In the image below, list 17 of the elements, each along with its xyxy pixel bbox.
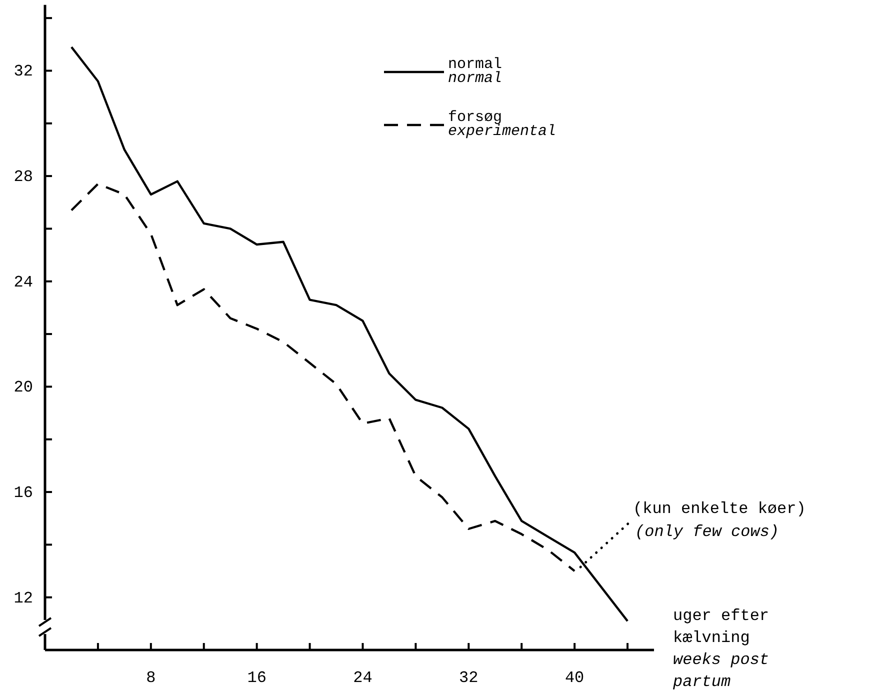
y-tick-label: 12	[14, 589, 33, 608]
x-axis-title: uger efter kælvning weeks post partum	[672, 607, 770, 691]
legend-label: forsøg experimental	[448, 109, 556, 140]
x-tick-label: 24	[353, 669, 372, 687]
x-tick-label: 16	[247, 669, 266, 687]
legend-label: normal normal	[448, 56, 502, 87]
x-tick-label: 8	[146, 669, 156, 687]
y-tick-label: 32	[14, 62, 33, 81]
y-tick-label: 24	[14, 273, 33, 292]
x-tick-label: 32	[459, 669, 478, 687]
line-series	[70, 182, 576, 572]
y-tick-label: 28	[14, 168, 33, 186]
line-series	[70, 46, 629, 622]
annotation: (kun enkelte køer) (only few cows)	[633, 500, 806, 541]
y-tick-label: 20	[14, 378, 33, 397]
x-tick-label: 40	[564, 669, 584, 687]
y-tick-label: 16	[14, 484, 33, 502]
